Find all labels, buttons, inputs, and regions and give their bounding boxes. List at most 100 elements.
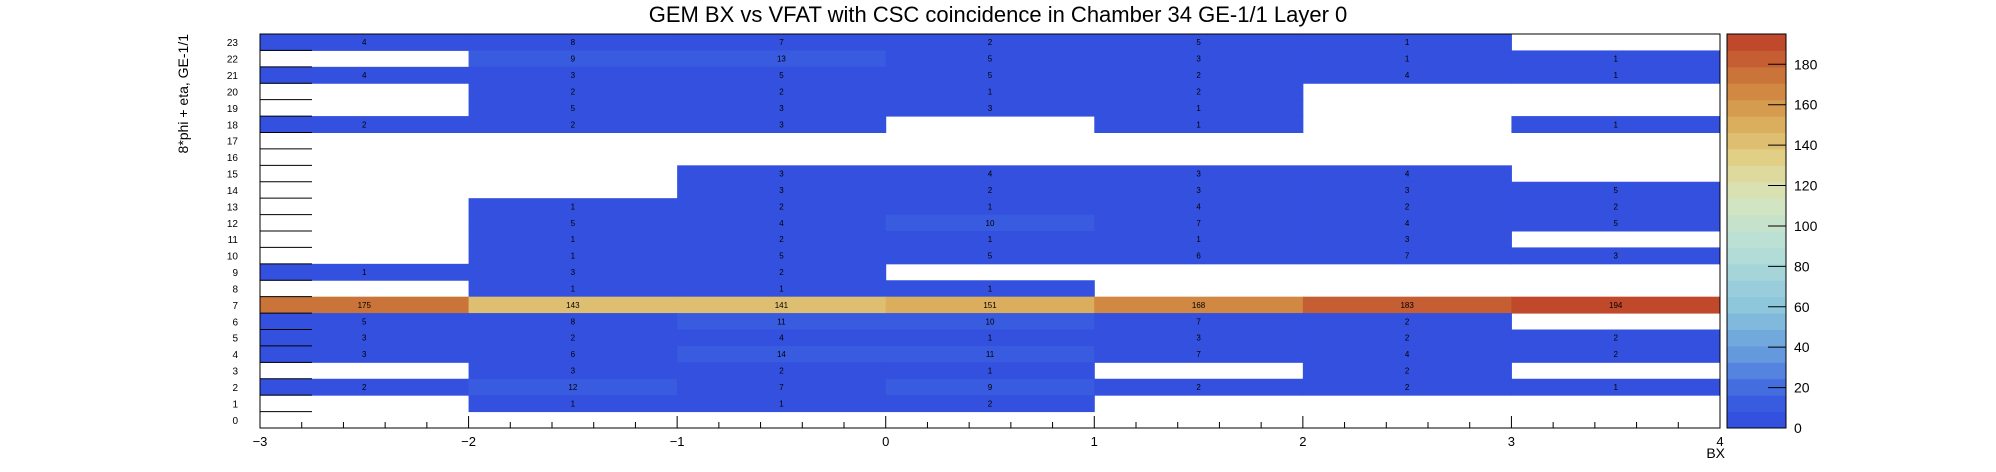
- x-tick-label: 2: [1299, 434, 1306, 449]
- cell-value-label: 6: [571, 350, 576, 359]
- cell-value-label: 5: [1613, 186, 1618, 195]
- cell-value-label: 4: [1196, 202, 1201, 211]
- x-tick-label: 3: [1508, 434, 1515, 449]
- plot-area: 4 8 7 2 5 19 13 5 3 1 14 3 5 5 2 4 12 2 1 25 3 3 12 2 3 1 13 4 3 43 2 3…: [227, 33, 1724, 449]
- cell-value-label: 1: [571, 284, 576, 293]
- colorbar-tick-label: 40: [1794, 339, 1810, 355]
- heatmap-cell: [677, 83, 887, 101]
- heatmap-cell: [1302, 34, 1512, 51]
- cell-value-label: 2: [1196, 87, 1201, 96]
- cell-value-label: 2: [779, 268, 784, 277]
- heatmap-cell: [468, 198, 678, 216]
- heatmap-cell: [885, 296, 1095, 314]
- cell-value-label: 5: [1196, 38, 1201, 47]
- heatmap-cell: [1302, 165, 1512, 183]
- heatmap-cell: [677, 247, 887, 265]
- heatmap-cell: [468, 263, 678, 281]
- cell-value-label: 2: [1405, 334, 1410, 343]
- colorbar-tick-label: 60: [1794, 299, 1810, 315]
- heatmap-cell: [885, 313, 1095, 330]
- cell-value-label: 12: [568, 383, 577, 392]
- heatmap-cell: [1511, 247, 1721, 265]
- cell-value-label: 4: [779, 334, 784, 343]
- x-tick-label: −1: [670, 434, 685, 449]
- y-tick-label: 4: [232, 350, 238, 361]
- heatmap-cell: [1094, 198, 1304, 216]
- colorbar-segment: [1727, 263, 1786, 281]
- cell-value-label: 2: [1405, 367, 1410, 376]
- cell-value-label: 7: [1196, 350, 1201, 359]
- y-tick-label: 5: [232, 334, 238, 345]
- heatmap-cell: [468, 280, 678, 298]
- cell-value-label: 5: [1613, 219, 1618, 228]
- cell-value-label: 2: [779, 202, 784, 211]
- heatmap-cell: [468, 34, 678, 51]
- cell-value-label: 7: [779, 383, 784, 392]
- heatmap-cell: [468, 313, 678, 330]
- heatmap-cell: [885, 395, 1095, 413]
- heatmap-cell: [1094, 99, 1304, 117]
- cell-value-label: 2: [571, 120, 576, 129]
- cell-value-label: 3: [1405, 235, 1410, 244]
- heatmap-cell: [1094, 345, 1304, 363]
- y-tick-label: 6: [232, 317, 238, 328]
- colorbar-tick-label: 140: [1794, 137, 1818, 153]
- cell-value-label: 1: [988, 284, 993, 293]
- colorbar: 0 20 40 60 80 100 120 140 160 180: [1726, 33, 1818, 436]
- colorbar-segment: [1727, 165, 1786, 183]
- heatmap-cell: [260, 66, 470, 84]
- heatmap-cell: [885, 181, 1095, 199]
- heatmap-cell: [1094, 296, 1304, 314]
- cell-value-label: 2: [571, 87, 576, 96]
- heatmap-cell: [885, 66, 1095, 84]
- cell-value-label: 1: [1196, 104, 1201, 113]
- y-tick-label: 11: [228, 235, 239, 246]
- cell-value-label: 1: [1613, 71, 1618, 80]
- y-tick-label: 17: [227, 137, 239, 148]
- cell-value-label: 3: [571, 71, 576, 80]
- y-tick-label: 22: [227, 55, 239, 66]
- heatmap-cell: [1094, 329, 1304, 347]
- heatmap-cell: [468, 66, 678, 84]
- heatmap-cell: [885, 214, 1095, 232]
- colorbar-segment: [1727, 296, 1786, 314]
- heatmap-cell: [885, 198, 1095, 216]
- heatmap-cell: [1511, 345, 1721, 363]
- y-tick-label: 2: [232, 383, 238, 394]
- heatmap-cell: [1302, 313, 1512, 330]
- heatmap-cell: [885, 99, 1095, 117]
- y-tick-label: 14: [227, 186, 239, 197]
- cell-value-label: 143: [566, 301, 580, 310]
- cell-value-label: 5: [362, 317, 367, 326]
- heatmap-cell: [468, 329, 678, 347]
- cell-value-label: 2: [1405, 202, 1410, 211]
- y-tick-label: 21: [227, 71, 239, 82]
- heatmap-cell: [1094, 214, 1304, 232]
- heatmap-cell: [1302, 50, 1512, 68]
- y-tick-label: 9: [232, 268, 238, 279]
- cell-value-label: 10: [986, 317, 995, 326]
- cell-value-label: 11: [986, 350, 995, 359]
- y-tick-label: 10: [227, 252, 239, 263]
- colorbar-segment: [1727, 231, 1786, 248]
- heatmap-cell: [677, 231, 887, 248]
- cell-value-label: 175: [358, 301, 372, 310]
- colorbar-segment: [1727, 50, 1786, 68]
- heatmap-cell: [1511, 116, 1721, 133]
- cell-value-label: 2: [988, 38, 993, 47]
- x-tick-label: −2: [461, 434, 476, 449]
- cell-value-label: 5: [779, 71, 784, 80]
- colorbar-segment: [1727, 132, 1786, 150]
- heatmap-cell: [260, 378, 470, 396]
- heatmap-cell: [468, 296, 678, 314]
- y-tick-label: 16: [227, 153, 239, 164]
- cell-value-label: 7: [779, 38, 784, 47]
- cell-value-label: 194: [1609, 301, 1623, 310]
- colorbar-segment: [1727, 99, 1786, 117]
- heatmap-cell: [468, 395, 678, 413]
- cell-value-label: 14: [777, 350, 786, 359]
- heatmap-cell: [260, 34, 470, 51]
- heatmap-cell: [677, 378, 887, 396]
- cell-value-label: 1: [988, 334, 993, 343]
- heatmap-cell: [1094, 50, 1304, 68]
